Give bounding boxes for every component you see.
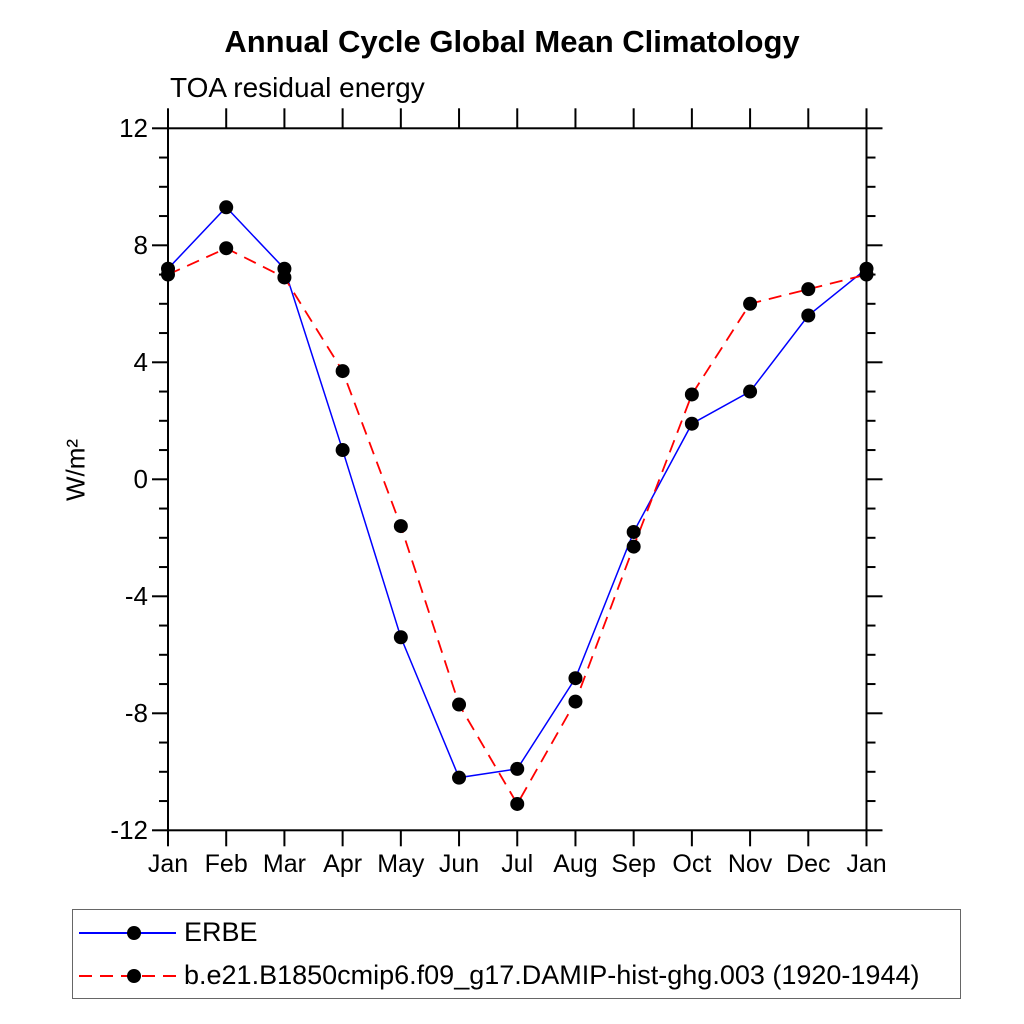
x-tick-label: Jan [846,850,887,878]
series-markers-0 [161,200,874,785]
legend-label-model: b.e21.B1850cmip6.f09_g17.DAMIP-hist-ghg.… [184,960,920,990]
x-tick-label: May [377,850,425,878]
y-tick-label: 0 [133,464,148,495]
legend-item-model: b.e21.B1850cmip6.f09_g17.DAMIP-hist-ghg.… [79,959,960,993]
blue-solid-line-sample-icon [79,925,176,940]
red-dashed-line-sample-icon [79,968,176,983]
x-tick-label: Jan [147,850,189,878]
legend-label-erbe: ERBE [184,917,258,947]
y-tick-label: -4 [124,581,148,612]
y-tick-label: 8 [133,230,148,261]
x-tick-label: Apr [323,850,363,878]
chart-subtitle: TOA residual energy [170,72,425,103]
y-tick-label: 12 [119,113,148,144]
series-line-0 [167,206,867,779]
series-markers-1 [161,241,874,811]
x-tick-label: Mar [262,850,306,878]
x-tick-label: Nov [727,850,773,878]
x-tick-label: Oct [672,850,712,878]
series-line-1 [167,247,867,806]
marker-dot-icon [127,925,141,940]
y-tick-label: -8 [124,698,148,729]
x-tick-label: Jun [438,850,480,878]
legend: ERBE b.e21.B1850cmip6.f09_g17.DAMIP-hist… [72,909,961,999]
x-tick-label: Sep [611,850,656,878]
y-tick-label: 4 [133,347,148,378]
x-tick-label: Jul [501,850,534,878]
marker-dot-icon [127,968,141,983]
axes [152,108,883,847]
x-tick-label: Feb [204,850,248,878]
legend-item-erbe: ERBE [79,916,960,950]
y-tick-label: -12 [110,815,148,846]
x-tick-label: Aug [553,850,598,878]
chart-title: Annual Cycle Global Mean Climatology [224,24,800,59]
x-tick-label: Dec [786,850,831,878]
